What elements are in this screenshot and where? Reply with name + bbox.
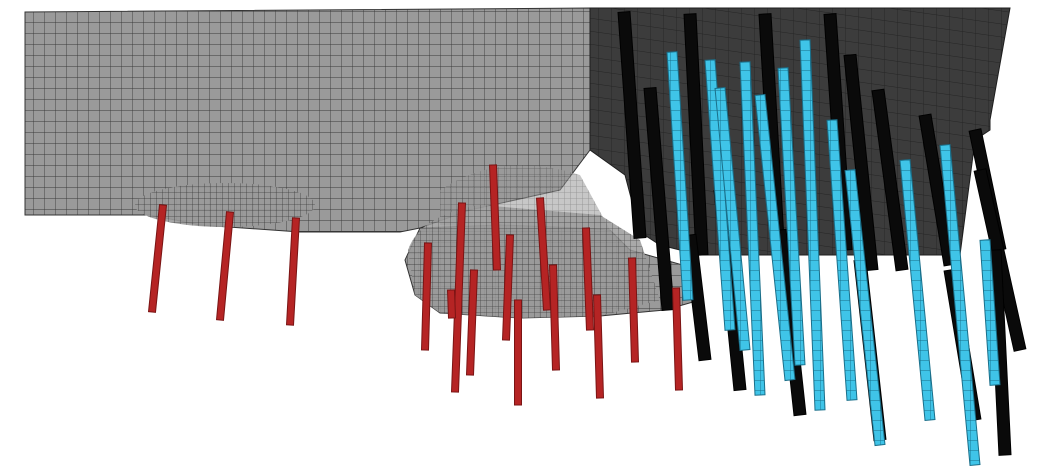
pile-cyan (754, 93, 796, 382)
pile-red (548, 264, 561, 371)
pile-group (147, 11, 1027, 467)
pile-red (450, 202, 467, 393)
pile-red (147, 204, 168, 313)
pile-red (446, 289, 457, 319)
pile-red (501, 234, 515, 341)
pile-red (627, 257, 640, 363)
pile-cyan (939, 143, 981, 467)
pile-cyan (704, 59, 736, 331)
pile-cyan (666, 51, 694, 301)
pile-cyan (777, 67, 806, 366)
pile-black (843, 53, 879, 272)
pile-cyan (799, 39, 826, 411)
mesh-refinement-center (440, 165, 610, 230)
pile-cyan (714, 86, 751, 352)
pile-red (285, 217, 301, 326)
pile-cyan (899, 158, 936, 422)
pile-cyan (844, 168, 886, 447)
pile-red (465, 269, 479, 376)
pile-red (514, 299, 522, 406)
pile-red (581, 227, 595, 331)
pile-red (671, 287, 684, 391)
pile-red (420, 242, 433, 351)
pile-red (215, 211, 235, 321)
pile-black (683, 13, 709, 256)
pile-red (592, 294, 605, 399)
pile-cyan (826, 119, 858, 401)
pile-red (488, 164, 502, 271)
pile-cyan (979, 239, 1001, 386)
pile-black (871, 88, 909, 272)
pile-black (617, 11, 647, 239)
pile-cyan (739, 61, 766, 396)
mesh-refinement-left (135, 183, 315, 227)
